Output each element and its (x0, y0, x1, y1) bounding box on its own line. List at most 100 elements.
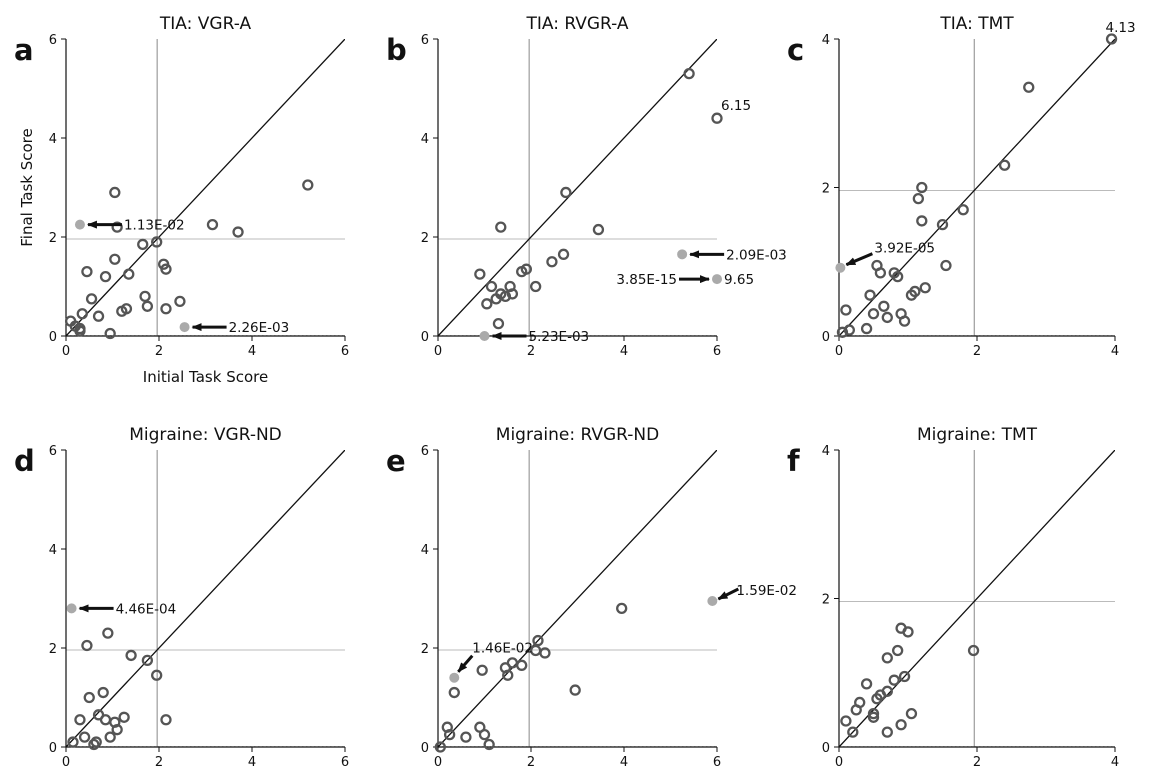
highlight-point (835, 262, 846, 273)
data-point (109, 186, 121, 199)
plot-area (66, 450, 345, 747)
data-point (840, 715, 852, 727)
y-tick-label: 2 (421, 642, 429, 657)
chart-title: TIA: VGR-A (159, 14, 252, 34)
y-tick-label: 6 (49, 444, 57, 459)
highlight-point (712, 274, 722, 285)
data-point (892, 270, 904, 283)
data-point (81, 265, 93, 278)
data-point (836, 326, 849, 338)
data-point (967, 644, 980, 657)
data-point (860, 322, 873, 335)
data-point (123, 268, 135, 280)
x-tick-label: 2 (973, 755, 981, 770)
chart-title: Migraine: VGR-ND (129, 425, 282, 445)
x-tick-label: 6 (713, 344, 721, 359)
y-tick-label: 0 (49, 741, 57, 756)
data-point (888, 674, 900, 686)
x-tick-label: 4 (1111, 344, 1119, 359)
highlight-point (449, 672, 460, 683)
x-tick-label: 4 (248, 344, 256, 359)
x-tick-label: 2 (155, 755, 163, 770)
y-tick-label: 0 (49, 330, 57, 345)
data-point (476, 664, 488, 676)
data-point (151, 236, 163, 248)
panel-letter: e (386, 444, 406, 478)
data-point (118, 711, 130, 723)
data-point (434, 741, 446, 753)
data-point (520, 263, 532, 275)
x-tick-label: 0 (835, 755, 843, 770)
data-point (683, 68, 695, 80)
x-tick-label: 0 (835, 344, 843, 359)
data-point (895, 719, 907, 731)
identity-line (438, 450, 717, 747)
data-point (99, 270, 112, 283)
panel-letter: f (787, 444, 800, 478)
panel-letter: b (386, 33, 407, 67)
data-point (860, 678, 873, 690)
data-point (109, 253, 121, 265)
data-point (83, 691, 95, 704)
data-point (448, 686, 460, 699)
chart-title: TIA: RVGR-A (525, 14, 628, 34)
data-point (898, 315, 911, 327)
data-point (495, 221, 507, 233)
x-tick-label: 6 (713, 755, 721, 770)
data-point (67, 736, 79, 748)
data-point (936, 218, 949, 231)
x-tick-label: 0 (434, 755, 442, 770)
x-tick-label: 6 (341, 755, 349, 770)
data-point (592, 223, 605, 236)
data-point (232, 226, 244, 238)
annotation-arrow (845, 252, 873, 267)
data-point (302, 179, 314, 191)
data-point (160, 263, 172, 275)
y-tick-label: 0 (822, 330, 830, 345)
annotation-label: 2.26E-03 (229, 320, 290, 336)
data-point (905, 707, 918, 720)
data-point (711, 112, 723, 124)
data-point (460, 731, 472, 743)
data-point (878, 300, 890, 312)
data-point (499, 290, 512, 303)
data-point (881, 726, 893, 738)
value-label: 4.13 (1106, 20, 1136, 36)
data-point (881, 685, 893, 697)
data-point (898, 670, 911, 683)
panel-d: d Migraine: VGR-ND 0 2 4 6 0 2 4 6 4.46E-04 (14, 425, 349, 770)
y-tick-label: 6 (421, 33, 429, 48)
data-point (104, 731, 116, 743)
data-point (881, 311, 893, 324)
y-tick-label: 4 (822, 444, 830, 459)
data-point (1105, 33, 1118, 45)
y-tick-label: 4 (421, 543, 429, 558)
x-tick-label: 4 (620, 344, 628, 359)
y-tick-label: 4 (49, 543, 57, 558)
chart-title: Migraine: TMT (917, 425, 1038, 445)
highlight-point (479, 331, 490, 341)
data-point (78, 731, 91, 743)
data-point (141, 300, 154, 312)
data-point (560, 186, 572, 199)
data-point (854, 696, 866, 709)
data-point (506, 657, 519, 669)
data-point (867, 711, 880, 723)
data-point (74, 325, 86, 337)
data-point (892, 644, 904, 657)
identity-line (839, 39, 1115, 336)
data-point (516, 659, 528, 671)
value-label: 9.65 (724, 272, 754, 288)
annotation-arrow (457, 654, 474, 673)
data-point (502, 669, 514, 681)
data-point (532, 634, 544, 647)
data-point (916, 215, 928, 227)
annotation-label: 2.09E-03 (726, 247, 787, 263)
data-point (104, 327, 116, 340)
x-tick-label: 2 (973, 344, 981, 359)
data-point (151, 669, 163, 681)
y-tick-label: 2 (421, 231, 429, 246)
data-point (74, 714, 86, 726)
panel-letter: d (14, 444, 35, 478)
